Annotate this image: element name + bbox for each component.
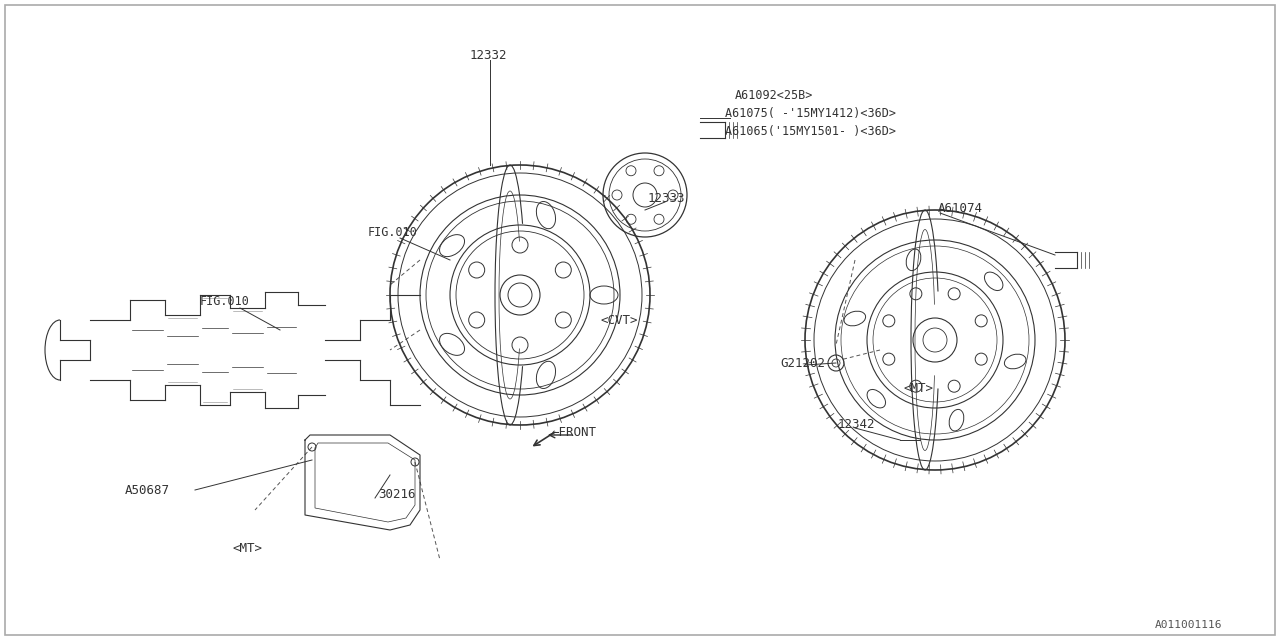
Text: A50687: A50687 — [125, 483, 170, 497]
Text: FIG.010: FIG.010 — [200, 294, 250, 307]
Text: 12332: 12332 — [470, 49, 507, 61]
Text: G21202: G21202 — [780, 356, 826, 369]
Text: A61075( -'15MY1412)<36D>: A61075( -'15MY1412)<36D> — [724, 106, 896, 120]
Text: A61065('15MY1501- )<36D>: A61065('15MY1501- )<36D> — [724, 125, 896, 138]
Text: 12333: 12333 — [648, 191, 686, 205]
Text: <MT>: <MT> — [232, 541, 262, 554]
Text: A61074: A61074 — [938, 202, 983, 214]
Text: ←FRONT: ←FRONT — [552, 426, 596, 438]
Text: <MT>: <MT> — [902, 381, 933, 394]
Text: 30216: 30216 — [378, 488, 416, 502]
Text: 12342: 12342 — [838, 419, 876, 431]
Text: A011001116: A011001116 — [1155, 620, 1222, 630]
Text: <CVT>: <CVT> — [600, 314, 637, 326]
Text: A61092<25B>: A61092<25B> — [735, 88, 813, 102]
Text: FIG.010: FIG.010 — [369, 225, 417, 239]
